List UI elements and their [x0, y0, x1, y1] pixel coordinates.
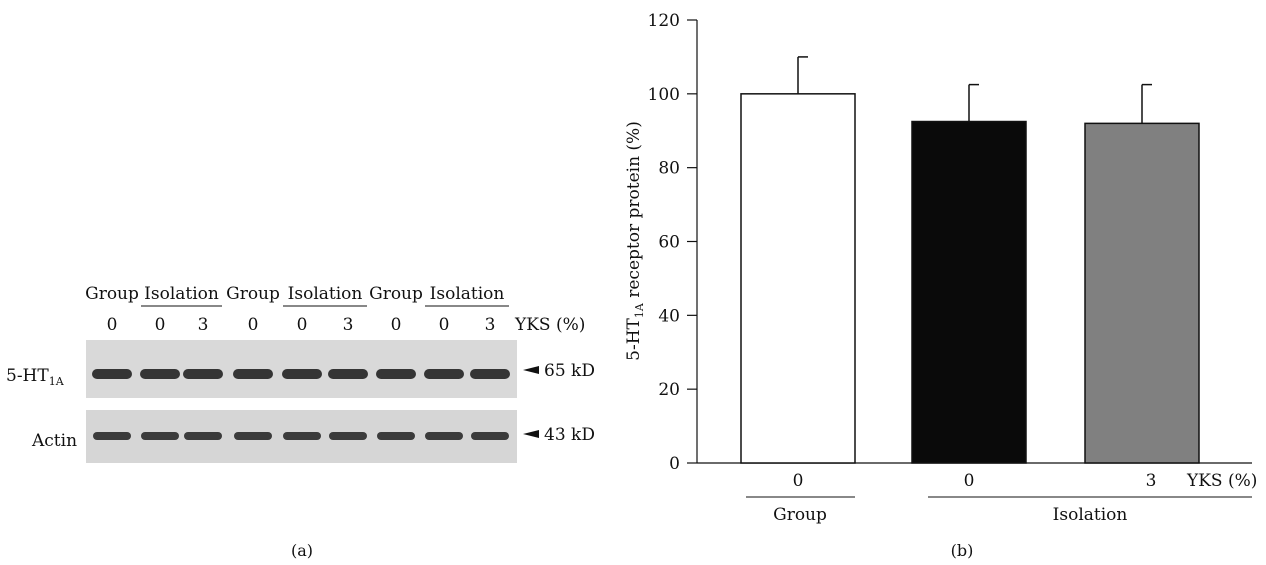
x-dose-label-1: 0: [964, 471, 975, 491]
bars: [740, 93, 1200, 464]
group-header-0: Group: [85, 284, 139, 304]
band-5ht1a: [183, 369, 223, 379]
y-tick-label: 0: [669, 454, 680, 474]
band-actin: [329, 432, 367, 440]
lane-dose-8: 3: [485, 315, 496, 335]
band-actin: [283, 432, 321, 440]
yks-dose-label: YKS (%): [514, 315, 585, 335]
group-label: Group: [773, 505, 827, 525]
group-header-5: Isolation: [430, 284, 505, 304]
caption-a: (a): [291, 541, 313, 560]
isolation-label: Isolation: [1053, 505, 1128, 525]
group-header-4: Group: [369, 284, 423, 304]
band-5ht1a: [282, 369, 322, 379]
size-label-43kd: 43 kD: [544, 425, 595, 445]
band-5ht1a: [140, 369, 180, 379]
band-actin: [377, 432, 415, 440]
y-tick-label: 120: [648, 11, 680, 31]
band-actin: [184, 432, 222, 440]
band-5ht1a: [424, 369, 464, 379]
bar-1: [911, 120, 1027, 464]
band-5ht1a: [328, 369, 368, 379]
band-5ht1a: [233, 369, 273, 379]
band-5ht1a: [92, 369, 132, 379]
chart-yks-dose-label: YKS (%): [1186, 471, 1257, 491]
y-tick-label: 60: [658, 233, 680, 253]
y-tick-label: 40: [658, 306, 680, 326]
bar-2: [1084, 122, 1200, 464]
size-label-65kd: 65 kD: [544, 361, 595, 381]
group-headers: Group Isolation Group Isolation Group Isolati…: [85, 284, 509, 307]
x-dose-label-0: 0: [793, 471, 804, 491]
lane-dose-3: 0: [248, 315, 259, 335]
error-bars: [797, 56, 1152, 124]
lane-dose-0: 0: [107, 315, 118, 335]
group-header-3: Isolation: [288, 284, 363, 304]
group-header-2: Group: [226, 284, 280, 304]
x-dose-labels: 0 0 3: [793, 471, 1157, 491]
y-tick-label: 80: [658, 159, 680, 179]
western-blot-panel: Group Isolation Group Isolation Group Isolati…: [6, 284, 595, 560]
group-header-1: Isolation: [144, 284, 219, 304]
band-5ht1a: [376, 369, 416, 379]
lane-dose-labels: 0 0 3 0 0 3 0 0 3: [107, 315, 496, 335]
y-ticks: 0 20 40 60 80 100 120: [648, 11, 697, 474]
band-actin: [234, 432, 272, 440]
blot-label-actin: Actin: [31, 431, 77, 451]
lane-dose-1: 0: [155, 315, 166, 335]
x-dose-label-2: 3: [1146, 471, 1157, 491]
lane-dose-5: 3: [343, 315, 354, 335]
lane-dose-2: 3: [198, 315, 209, 335]
band-actin: [425, 432, 463, 440]
band-5ht1a: [470, 369, 510, 379]
bar-chart-panel: 0 20 40 60 80 100 120 0 0 3 YKS (%) Group Isolat…: [624, 11, 1257, 560]
band-actin: [141, 432, 179, 440]
band-actin: [93, 432, 131, 440]
y-tick-label: 20: [658, 380, 680, 400]
lane-dose-6: 0: [391, 315, 402, 335]
blot-label-5ht1a: 5-HT1A: [6, 366, 65, 388]
bar-0: [740, 93, 856, 464]
lane-dose-4: 0: [297, 315, 308, 335]
y-axis-label: 5-HT1A receptor protein (%): [624, 121, 646, 361]
caption-b: (b): [951, 541, 974, 560]
band-actin: [471, 432, 509, 440]
arrow-43kd-icon: [523, 430, 539, 438]
lane-dose-7: 0: [439, 315, 450, 335]
arrow-65kd-icon: [523, 366, 539, 374]
y-tick-label: 100: [648, 85, 680, 105]
